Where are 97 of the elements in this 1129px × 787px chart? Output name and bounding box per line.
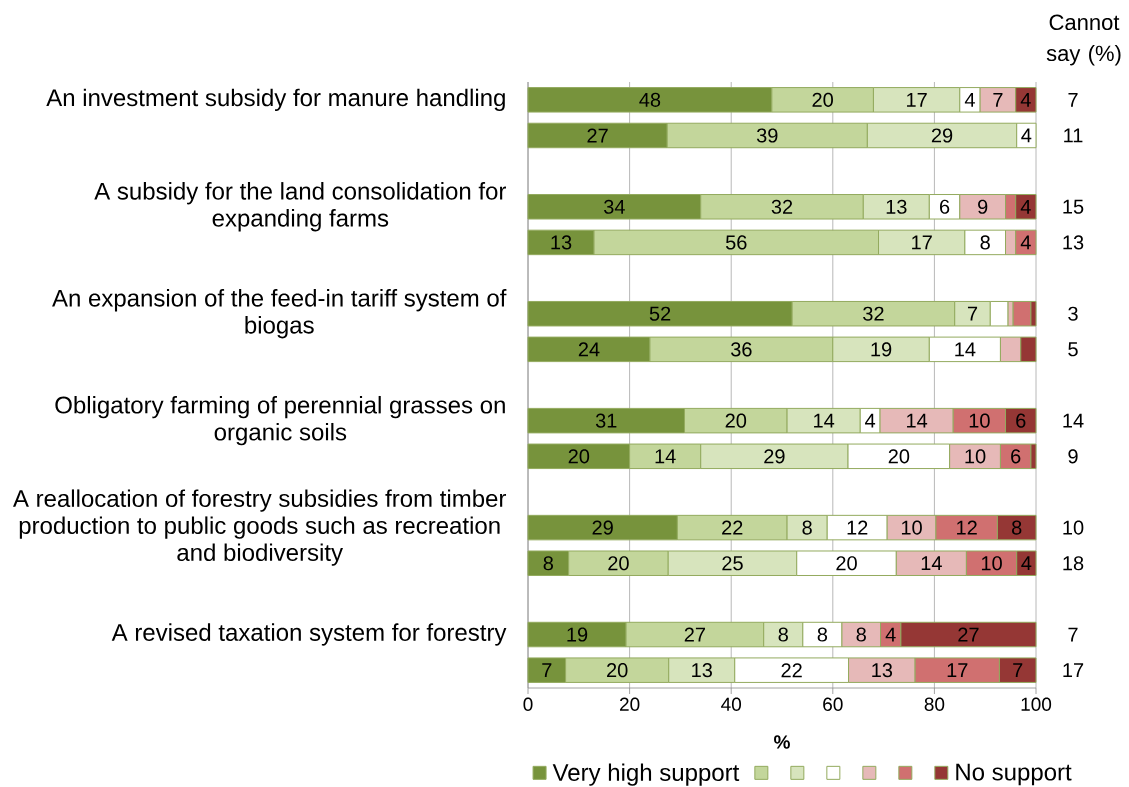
data-label: 52 bbox=[649, 306, 671, 321]
text: 17 bbox=[1063, 663, 1084, 678]
data-label: 20 bbox=[568, 449, 590, 464]
data-label: 20 bbox=[607, 663, 628, 678]
data-label: 14 bbox=[955, 342, 976, 357]
x-tick-label: 0 bbox=[523, 697, 533, 711]
data-label: 31 bbox=[595, 413, 617, 428]
x-tick-label: 100 bbox=[1021, 697, 1052, 711]
x-tick-label: 20 bbox=[619, 697, 640, 711]
text: 14 bbox=[1063, 413, 1084, 428]
data-label: 48 bbox=[639, 92, 661, 107]
data-label: 24 bbox=[578, 342, 600, 357]
data-label: 14 bbox=[814, 413, 835, 428]
data-label: 13 bbox=[886, 199, 907, 214]
data-label: 8 bbox=[980, 235, 990, 250]
data-label: 29 bbox=[931, 128, 953, 143]
data-label: 29 bbox=[764, 449, 785, 464]
text: 15 bbox=[1063, 199, 1084, 214]
data-label: 10 bbox=[901, 520, 922, 535]
y-tick-label: A subsidy for the land consolidation for expanding farms bbox=[94, 182, 507, 232]
data-label: 4 bbox=[1021, 556, 1032, 571]
data-label: 27 bbox=[684, 627, 705, 642]
data-label: 13 bbox=[551, 235, 572, 250]
data-label: 4 bbox=[1020, 199, 1031, 214]
text: 5 bbox=[1068, 342, 1078, 357]
data-label: 20 bbox=[725, 413, 747, 428]
data-label: 22 bbox=[722, 520, 743, 535]
data-label: 8 bbox=[802, 520, 812, 535]
data-label: 19 bbox=[871, 342, 892, 357]
text: 10 bbox=[1063, 520, 1084, 535]
legend-label: No support bbox=[956, 763, 1072, 786]
y-tick-label: A reallocation of forestry subsidies from timber production to public goods such as recreation and biodiversity bbox=[13, 489, 507, 566]
data-label: 8 bbox=[543, 556, 554, 571]
y-tick-label: An investment subsidy for manure handling bbox=[46, 88, 505, 112]
data-label: 10 bbox=[969, 413, 990, 428]
y-tick-label: An expansion of the feed-in tariff system of biogas bbox=[52, 289, 507, 339]
data-label: 25 bbox=[722, 556, 743, 571]
data-label: 17 bbox=[947, 663, 968, 678]
data-label: 14 bbox=[907, 413, 928, 428]
data-label: 8 bbox=[856, 627, 866, 642]
data-label: 4 bbox=[885, 627, 896, 642]
y-tick-label: A revised taxation system for forestry bbox=[111, 623, 507, 646]
data-label: 9 bbox=[978, 199, 988, 214]
data-label: 7 bbox=[1013, 663, 1023, 678]
text: 9 bbox=[1068, 449, 1078, 464]
data-label: 7 bbox=[542, 663, 552, 678]
data-label: 8 bbox=[1012, 520, 1022, 535]
data-label: 6 bbox=[940, 199, 950, 214]
data-label: 12 bbox=[847, 520, 868, 535]
data-label: 4 bbox=[1020, 235, 1031, 250]
x-tick-label: 60 bbox=[823, 697, 843, 711]
data-label: 10 bbox=[981, 556, 1002, 571]
text: 3 bbox=[1068, 306, 1078, 321]
data-label: 4 bbox=[1020, 92, 1031, 107]
data-label: 29 bbox=[592, 520, 613, 535]
data-label: 7 bbox=[967, 306, 978, 321]
text: 7 bbox=[1068, 92, 1078, 107]
text: Cannot say (%) bbox=[1046, 14, 1121, 66]
data-label: 22 bbox=[781, 663, 802, 678]
text: 11 bbox=[1064, 128, 1083, 143]
data-label: 32 bbox=[863, 306, 884, 321]
data-label: 34 bbox=[604, 199, 625, 214]
data-label: 56 bbox=[725, 235, 747, 250]
data-label: 13 bbox=[692, 663, 712, 678]
text: 18 bbox=[1063, 556, 1084, 571]
text: 13 bbox=[1063, 235, 1084, 250]
data-label: 14 bbox=[655, 449, 676, 464]
data-label: 8 bbox=[817, 627, 828, 642]
data-label: 6 bbox=[1011, 449, 1021, 464]
data-label: 20 bbox=[608, 556, 629, 571]
data-label: 7 bbox=[993, 92, 1003, 107]
data-label: 36 bbox=[731, 342, 752, 357]
data-label: 27 bbox=[587, 128, 608, 143]
data-label: 4 bbox=[865, 413, 876, 428]
data-label: 8 bbox=[778, 627, 788, 642]
y-tick-label: Obligatory farming of perennial grasses on organic soils bbox=[55, 395, 505, 446]
data-label: 19 bbox=[567, 627, 588, 642]
x-axis-title: % bbox=[774, 735, 790, 749]
data-label: 20 bbox=[888, 449, 910, 464]
data-label: 32 bbox=[771, 199, 793, 214]
data-label: 39 bbox=[756, 128, 778, 143]
text: 7 bbox=[1068, 627, 1078, 642]
x-tick-label: 40 bbox=[721, 697, 742, 711]
data-label: 13 bbox=[872, 663, 893, 678]
data-label: 6 bbox=[1016, 413, 1026, 428]
data-label: 12 bbox=[957, 520, 977, 535]
legend-label: Very high support bbox=[552, 763, 740, 786]
data-label: 4 bbox=[964, 92, 975, 107]
data-label: 20 bbox=[812, 92, 833, 107]
data-label: 27 bbox=[958, 627, 979, 642]
x-tick-label: 80 bbox=[924, 697, 945, 711]
data-label: 10 bbox=[965, 449, 986, 464]
data-label: 14 bbox=[921, 556, 942, 571]
data-label: 17 bbox=[907, 92, 927, 107]
data-label: 4 bbox=[1021, 128, 1032, 143]
data-label: 20 bbox=[836, 556, 857, 571]
data-label: 17 bbox=[912, 235, 932, 250]
